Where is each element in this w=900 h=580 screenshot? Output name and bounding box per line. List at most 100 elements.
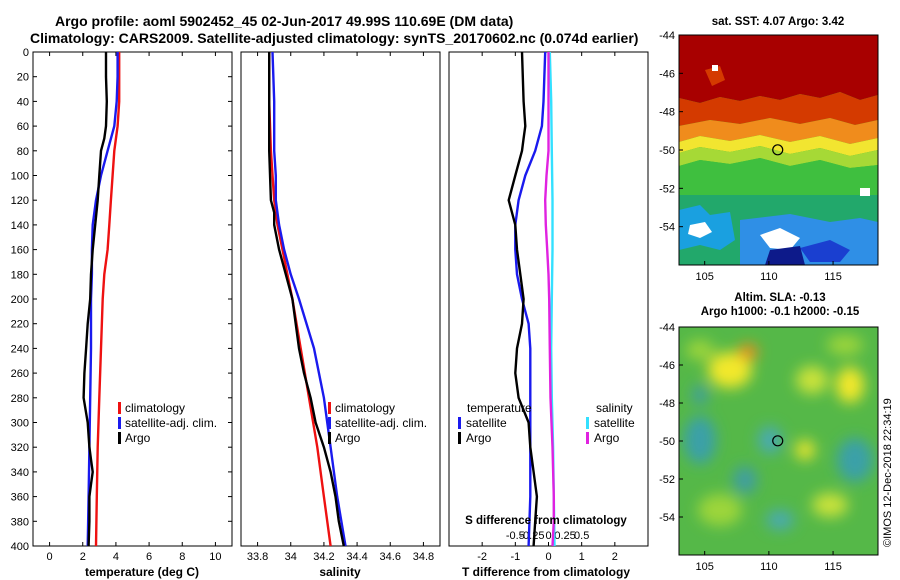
sst-map-y-axis: -44 -46 -48 -50 -52 -54 (659, 30, 683, 234)
legend-label-s-argo: Argo (594, 431, 620, 445)
depth-tick-label: 320 (11, 442, 29, 454)
legend-label-satellite: satellite-adj. clim. (335, 416, 427, 430)
depth-tick-label: 80 (17, 146, 29, 158)
salinity-difference-x-axis: -0.5-0.25 0 0.250.5 (506, 530, 589, 542)
sla-map-title: Altim. SLA: -0.13 (734, 292, 825, 304)
difference-legend-temperature: temperature satellite Argo (458, 401, 532, 445)
sst-map-image (679, 35, 878, 265)
map-x-tick-label: 105 (695, 561, 713, 573)
temperature-x-label: temperature (deg C) (85, 565, 199, 579)
legend-label-argo: Argo (335, 431, 361, 445)
series-line-s-argo (544, 52, 555, 546)
sst-map: sat. SST: 4.07 Argo: 3.42 105 110 115 -44-… (659, 16, 879, 283)
depth-tick-label: 300 (11, 418, 29, 430)
depth-tick-label: 260 (11, 368, 29, 380)
map-x-tick-label: 115 (824, 271, 842, 283)
series-line-climatology (268, 52, 332, 546)
secondary-x-tick-label: -0.25 (519, 530, 544, 542)
depth-tick-label: 0 (23, 47, 29, 59)
depth-tick-label: 100 (11, 171, 29, 183)
depth-tick-label: 200 (11, 294, 29, 306)
depth-tick-label: 60 (17, 121, 29, 133)
map-y-tick-label: -44 (659, 322, 675, 334)
sla-map-y-axis: -44 -46 -48 -50 -52 -54 (659, 322, 683, 524)
legend-swatch-s-argo (586, 432, 589, 444)
legend-label-t-satellite: satellite (466, 416, 507, 430)
difference-x-label: T difference from climatology (462, 565, 630, 579)
salinity-panel: 33.8 34 34.2 34.4 34.6 34.8 salinity climatol… (240, 51, 441, 579)
legend-label-t-argo: Argo (466, 431, 492, 445)
x-tick-label: 6 (146, 551, 152, 563)
map-y-tick-label: -48 (659, 398, 675, 410)
x-tick-label: 1 (579, 551, 585, 563)
map-y-tick-label: -52 (659, 183, 675, 195)
depth-tick-label: 380 (11, 516, 29, 528)
sla-map-image (679, 327, 878, 555)
depth-tick-label: 240 (11, 343, 29, 355)
temperature-plot-frame (32, 51, 233, 547)
legend-swatch-climatology (328, 402, 331, 414)
series-line-argo (82, 52, 109, 546)
map-y-tick-label: -48 (659, 107, 675, 119)
map-y-tick-label: -50 (659, 145, 675, 157)
depth-tick-label: 360 (11, 492, 29, 504)
x-tick-label: 34.2 (313, 551, 334, 563)
temperature-legend: climatology satellite-adj. clim. Argo (118, 401, 217, 445)
temperature-series (82, 52, 121, 546)
sla-argo-position-marker (772, 435, 784, 447)
difference-series (507, 52, 556, 546)
map-y-tick-label: -46 (659, 68, 675, 80)
x-tick-label: 2 (80, 551, 86, 563)
series-line-t-satellite (514, 52, 547, 546)
legend-swatch-climatology (118, 402, 121, 414)
depth-tick-label: 20 (17, 72, 29, 84)
map-y-tick-label: -44 (659, 30, 675, 42)
map-y-tick-label: -54 (659, 222, 675, 234)
x-tick-label: 34.6 (380, 551, 401, 563)
x-tick-label: 33.8 (247, 551, 268, 563)
imos-credit: ©IMOS 12-Dec-2018 22:34:19 (882, 398, 894, 547)
x-tick-label: 4 (113, 551, 119, 563)
legend-title-salinity: salinity (596, 401, 633, 415)
legend-label-satellite: satellite-adj. clim. (125, 416, 217, 430)
map-y-tick-label: -52 (659, 474, 675, 486)
legend-label-climatology: climatology (125, 401, 185, 415)
legend-swatch-t-argo (458, 432, 461, 444)
difference-panel: -2 -1 0 1 2 -0.5-0.25 0 0.250.5 T difference f… (448, 51, 649, 579)
legend-swatch-s-satellite (586, 417, 589, 429)
salinity-x-label: salinity (319, 565, 361, 579)
header-line-1: Argo profile: aoml 5902452_45 02-Jun-201… (55, 13, 513, 29)
depth-tick-label: 220 (11, 319, 29, 331)
depth-tick-label: 400 (11, 541, 29, 553)
depth-tick-label: 140 (11, 220, 29, 232)
series-line-satellite-adj-clim- (86, 52, 119, 546)
x-tick-label: 34.4 (346, 551, 367, 563)
legend-label-s-satellite: satellite (594, 416, 635, 430)
legend-swatch-argo (328, 432, 331, 444)
depth-tick-label: 340 (11, 467, 29, 479)
x-tick-label: 8 (179, 551, 185, 563)
x-tick-label: 0 (47, 551, 53, 563)
legend-label-climatology: climatology (335, 401, 395, 415)
sla-map-subtitle: Argo h1000: -0.1 h2000: -0.15 (701, 306, 860, 318)
temperature-panel: 0204060801001201401601802002202402602803… (11, 47, 648, 579)
legend-swatch-argo (118, 432, 121, 444)
map-x-tick-label: 110 (760, 561, 778, 573)
header-line-2: Climatology: CARS2009. Satellite-adjuste… (30, 30, 638, 46)
legend-swatch-satellite (118, 417, 121, 429)
secondary-x-tick-label: 0.5 (574, 530, 589, 542)
depth-tick-label: 120 (11, 195, 29, 207)
x-tick-label: 0 (545, 551, 551, 563)
sst-argo-position-marker (772, 144, 784, 156)
map-y-tick-label: -54 (659, 512, 675, 524)
sst-map-title: sat. SST: 4.07 Argo: 3.42 (712, 16, 845, 28)
sla-map-x-axis: 105 110 115 (695, 551, 842, 573)
map-x-tick-label: 110 (760, 271, 778, 283)
x-tick-label: 34 (285, 551, 297, 563)
depth-tick-label: 40 (17, 96, 29, 108)
sla-map: Altim. SLA: -0.13 Argo h1000: -0.1 h2000… (659, 292, 879, 573)
secondary-x-tick-label: 0 (545, 530, 551, 542)
secondary-x-tick-label: -0.5 (506, 530, 525, 542)
depth-tick-label: 180 (11, 269, 29, 281)
